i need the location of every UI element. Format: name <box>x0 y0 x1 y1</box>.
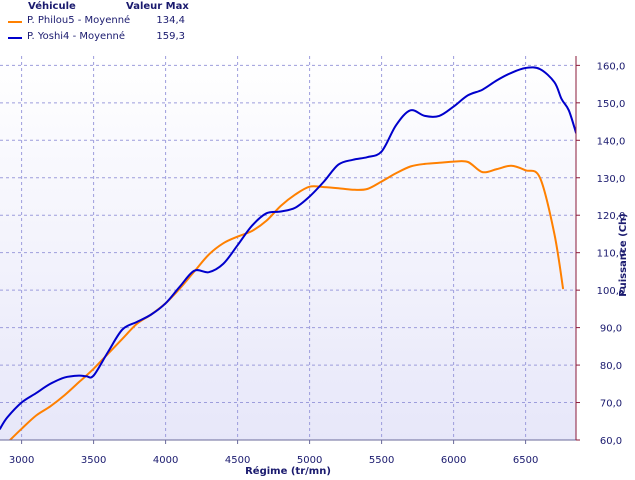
y-tick-label: 120,0 <box>597 211 626 222</box>
y-tick-label: 100,0 <box>597 286 626 297</box>
x-tick-label: 3500 <box>81 455 106 466</box>
x-axis-ticks: 3000 3500 4000 4500 5000 5500 6000 6500 <box>9 440 538 466</box>
y-tick-label: 60,0 <box>600 436 622 447</box>
legend: Véhicule Valeur Max P. Philou5 - Moyenné… <box>0 0 635 56</box>
y-tick-label: 70,0 <box>600 399 622 410</box>
legend-header-max: Valeur Max <box>126 1 189 12</box>
legend-header-vehicle: Véhicule <box>28 1 76 12</box>
series-layer <box>0 66 576 440</box>
x-tick-label: 5500 <box>369 455 394 466</box>
x-axis-title: Régime (tr/mn) <box>245 465 331 477</box>
x-tick-label: 4500 <box>225 455 250 466</box>
y-axis-ticks: 60,0 70,0 80,0 90,0 100,0 110,0 120,0 130,0 140,… <box>576 61 625 447</box>
legend-item-yoshi4[interactable]: P. Yoshi4 - Moyenné 159,3 <box>0 31 240 45</box>
x-tick-label: 4000 <box>153 455 178 466</box>
x-tick-label: 5000 <box>297 455 322 466</box>
y-tick-label: 80,0 <box>600 361 622 372</box>
x-tick-label: 6000 <box>441 455 466 466</box>
series-line-philou5 <box>9 160 564 440</box>
x-tick-label: 3000 <box>9 455 34 466</box>
y-tick-label: 150,0 <box>597 99 626 110</box>
legend-swatch-philou5 <box>8 21 22 23</box>
legend-swatch-yoshi4 <box>8 37 22 39</box>
legend-label-yoshi4: P. Yoshi4 - Moyenné <box>27 31 126 42</box>
y-tick-label: 160,0 <box>597 61 626 72</box>
legend-label-philou5: P. Philou5 - Moyenné <box>27 15 131 26</box>
y-axis-title: Puissance (Ch) <box>618 213 629 296</box>
x-tick-label: 6500 <box>513 455 538 466</box>
y-tick-label: 110,0 <box>597 249 626 260</box>
legend-item-philou5[interactable]: P. Philou5 - Moyenné 134,4 <box>0 15 240 29</box>
legend-max-yoshi4: 159,3 <box>156 31 185 42</box>
y-tick-label: 140,0 <box>597 136 626 147</box>
legend-max-philou5: 134,4 <box>156 15 185 26</box>
plot-area <box>0 56 576 440</box>
y-tick-label: 90,0 <box>600 324 622 335</box>
y-tick-label: 130,0 <box>597 174 626 185</box>
series-line-yoshi4 <box>0 66 576 430</box>
